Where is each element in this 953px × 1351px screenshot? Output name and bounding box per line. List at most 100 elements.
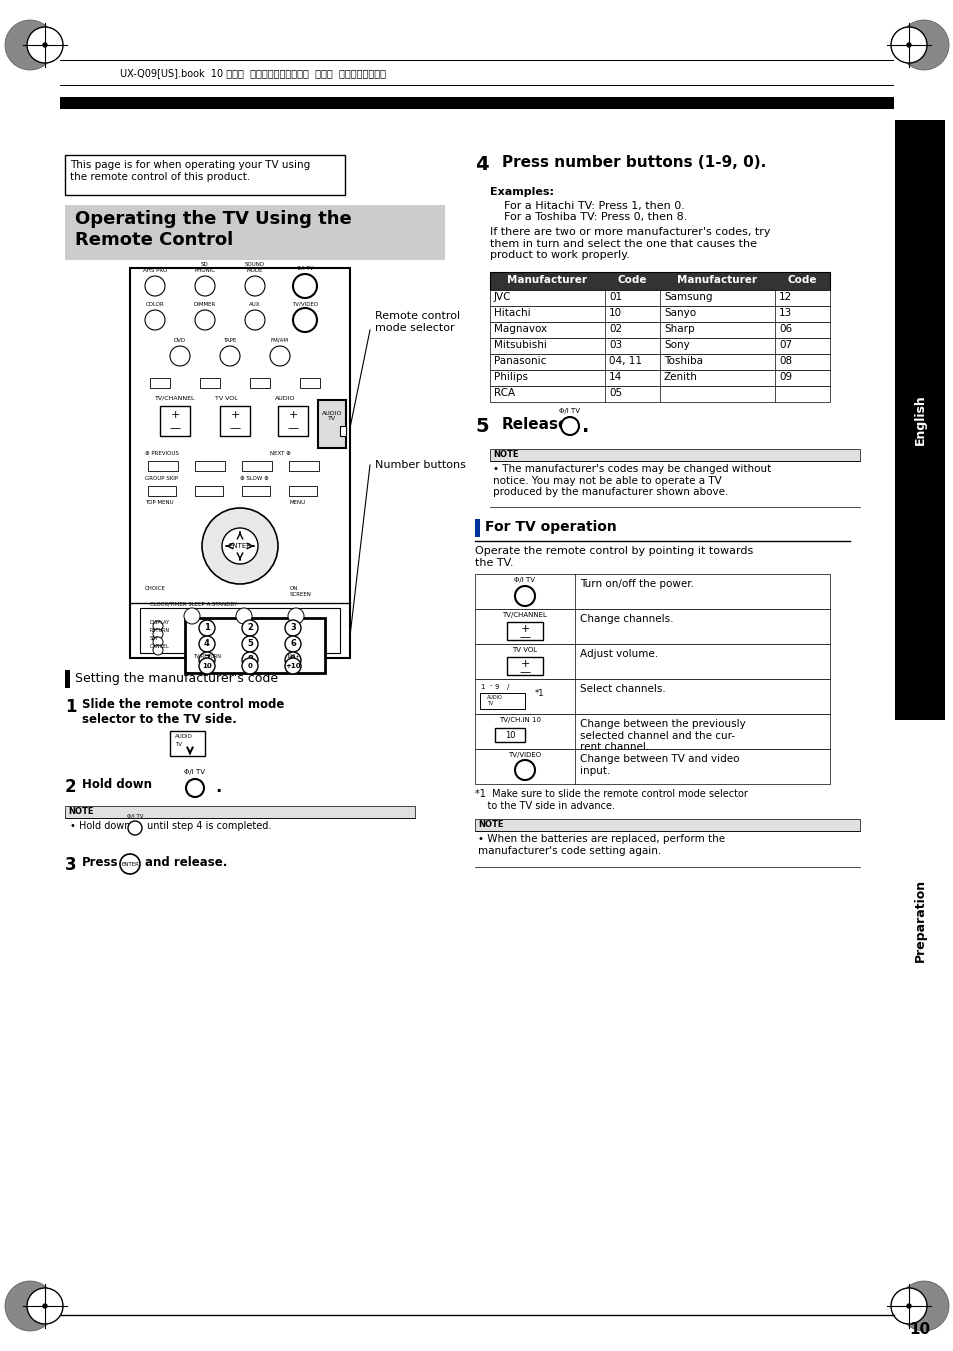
Text: —: — <box>518 632 530 642</box>
Text: 04, 11: 04, 11 <box>608 357 641 366</box>
Text: Operating the TV Using the
Remote Control: Operating the TV Using the Remote Contro… <box>75 209 352 249</box>
Bar <box>65 205 444 259</box>
Text: For a Toshiba TV: Press 0, then 8.: For a Toshiba TV: Press 0, then 8. <box>490 212 687 222</box>
Circle shape <box>560 417 578 435</box>
Text: Code: Code <box>786 276 816 285</box>
Circle shape <box>128 821 142 835</box>
Bar <box>490 370 829 386</box>
Text: TV RETURN: TV RETURN <box>193 654 221 658</box>
Text: +: + <box>519 624 529 634</box>
Bar <box>242 461 272 471</box>
Bar <box>490 338 829 354</box>
Text: +: + <box>519 659 529 669</box>
Circle shape <box>27 27 63 63</box>
Circle shape <box>245 276 265 296</box>
Bar <box>475 519 479 536</box>
Circle shape <box>898 1281 948 1331</box>
Circle shape <box>199 620 214 636</box>
Text: 1: 1 <box>204 624 210 632</box>
Text: RCA: RCA <box>494 388 515 399</box>
Text: Toshiba: Toshiba <box>663 357 702 366</box>
Circle shape <box>199 636 214 653</box>
Bar <box>894 120 944 720</box>
Circle shape <box>235 608 252 624</box>
Text: Operate the remote control by pointing it towards
the TV.: Operate the remote control by pointing i… <box>475 546 753 567</box>
Text: —: — <box>518 667 530 677</box>
Text: Change channels.: Change channels. <box>579 613 673 624</box>
Text: 09: 09 <box>779 372 791 382</box>
Text: Number buttons: Number buttons <box>375 459 465 470</box>
Text: Sanyo: Sanyo <box>663 308 696 317</box>
Circle shape <box>220 346 240 366</box>
Text: Φ/I TV: Φ/I TV <box>184 769 205 775</box>
Text: 4: 4 <box>204 639 210 648</box>
Text: COLOR: COLOR <box>146 303 164 307</box>
Bar <box>299 378 319 388</box>
Text: 12: 12 <box>779 292 791 303</box>
Text: Zenith: Zenith <box>663 372 698 382</box>
Text: Sharp: Sharp <box>663 324 694 334</box>
Text: TAPE: TAPE <box>223 338 236 343</box>
Text: 3: 3 <box>65 857 76 874</box>
Text: Manufacturer: Manufacturer <box>677 276 757 285</box>
Circle shape <box>194 276 214 296</box>
Text: 2: 2 <box>247 624 253 632</box>
Text: and release.: and release. <box>145 857 227 869</box>
Bar <box>475 819 859 831</box>
Text: Philips: Philips <box>494 372 527 382</box>
Text: until step 4 is completed.: until step 4 is completed. <box>147 821 271 831</box>
Text: Press number buttons (1-9, 0).: Press number buttons (1-9, 0). <box>501 155 765 170</box>
Text: Adjust volume.: Adjust volume. <box>579 648 658 659</box>
Bar <box>140 608 339 653</box>
Text: CHOICE: CHOICE <box>145 586 166 590</box>
Text: AUDIO
TV: AUDIO TV <box>321 411 342 422</box>
Text: TV/VIDEO: TV/VIDEO <box>292 303 317 307</box>
Circle shape <box>222 528 257 563</box>
Bar <box>475 680 829 713</box>
Text: NEXT ⊕: NEXT ⊕ <box>270 451 291 457</box>
Text: /: / <box>506 684 509 690</box>
Text: TV/CHANNEL: TV/CHANNEL <box>154 396 195 401</box>
Circle shape <box>202 508 277 584</box>
Text: NOTE: NOTE <box>477 820 503 830</box>
Text: 10: 10 <box>908 1323 929 1337</box>
Text: -: - <box>490 682 492 688</box>
Circle shape <box>906 1304 910 1308</box>
Circle shape <box>186 780 204 797</box>
Text: Hitachi: Hitachi <box>494 308 530 317</box>
Text: 7: 7 <box>204 655 210 665</box>
Bar <box>150 378 170 388</box>
Text: For a Hitachi TV: Press 1, then 0.: For a Hitachi TV: Press 1, then 0. <box>490 201 684 211</box>
Circle shape <box>152 630 163 639</box>
Circle shape <box>194 309 214 330</box>
Text: GROUP SKIP: GROUP SKIP <box>145 476 178 481</box>
Bar <box>475 574 829 609</box>
Text: Turn on/off the power.: Turn on/off the power. <box>579 580 693 589</box>
Text: Change between TV and video
input.: Change between TV and video input. <box>579 754 739 775</box>
Text: 1: 1 <box>65 698 76 716</box>
Bar <box>475 644 829 680</box>
Text: 10: 10 <box>504 731 515 739</box>
Text: Change between the previously
selected channel and the cur-
rent channel.: Change between the previously selected c… <box>579 719 745 753</box>
Text: Φ/I TV: Φ/I TV <box>296 266 313 272</box>
Text: • The manufacturer's codes may be changed without
notice. You may not be able to: • The manufacturer's codes may be change… <box>493 463 770 497</box>
Circle shape <box>270 346 290 366</box>
Bar <box>894 720 944 1120</box>
Bar <box>194 461 225 471</box>
Text: Manufacturer: Manufacturer <box>506 276 586 285</box>
Text: ENTER: ENTER <box>121 862 139 866</box>
Text: Code: Code <box>617 276 646 285</box>
Circle shape <box>242 653 257 667</box>
Circle shape <box>170 346 190 366</box>
Text: English: English <box>913 394 925 446</box>
Circle shape <box>5 20 55 70</box>
Text: Magnavox: Magnavox <box>494 324 547 334</box>
Bar <box>506 657 542 676</box>
Circle shape <box>293 308 316 332</box>
Text: 14: 14 <box>608 372 621 382</box>
Text: TV VOL: TV VOL <box>512 647 537 653</box>
Text: • Hold down: • Hold down <box>70 821 131 831</box>
Text: Panasonic: Panasonic <box>494 357 546 366</box>
Bar <box>65 807 415 817</box>
Text: ⊕ PREVIOUS: ⊕ PREVIOUS <box>145 451 178 457</box>
